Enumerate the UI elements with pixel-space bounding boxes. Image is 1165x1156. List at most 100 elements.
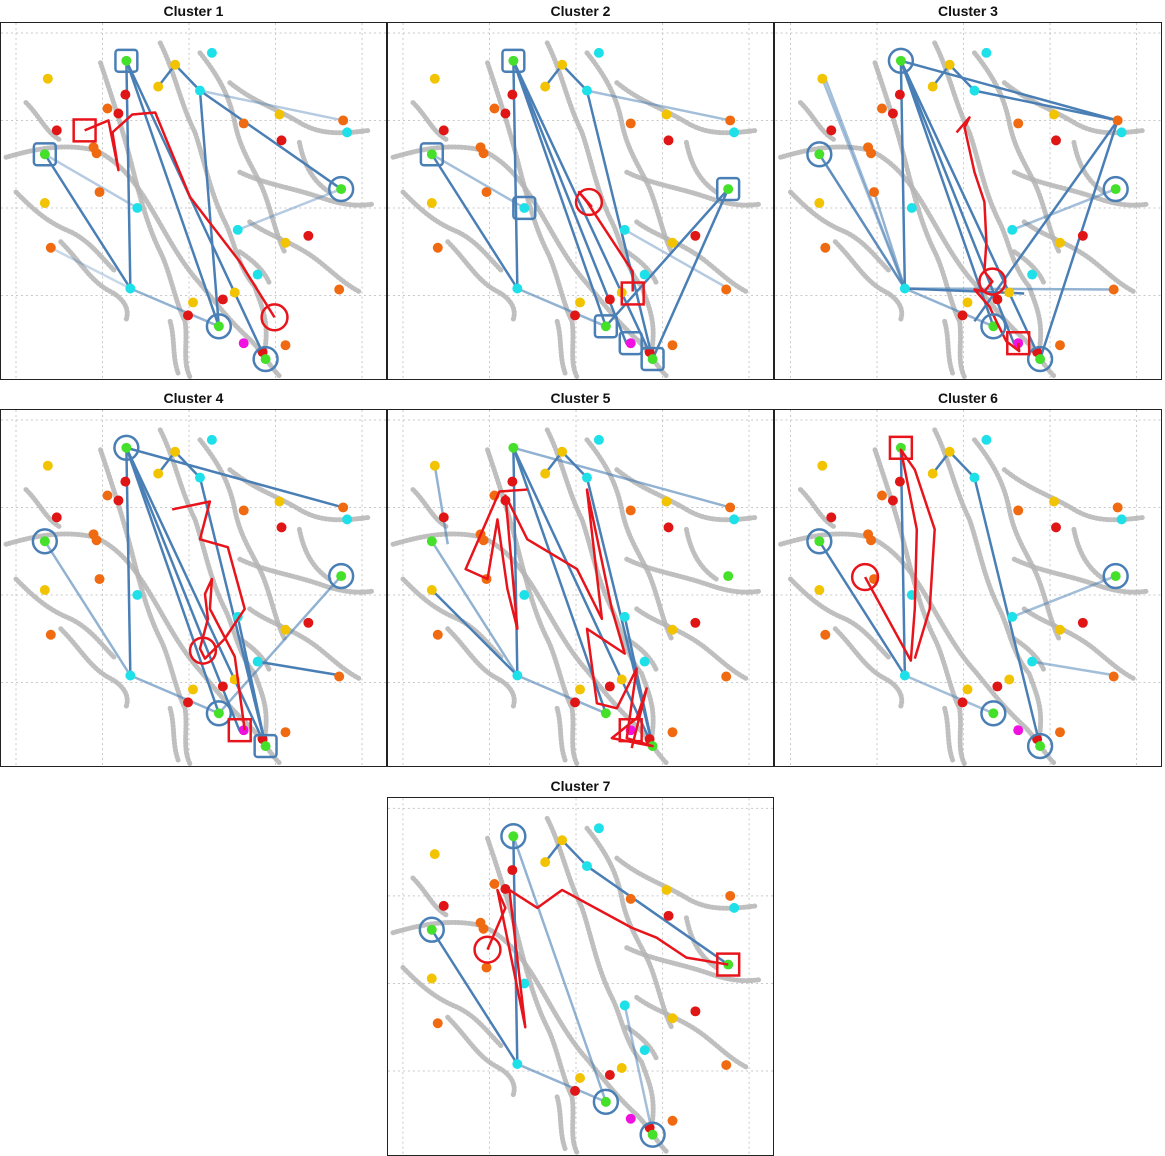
- station-node: [575, 1072, 585, 1083]
- river: [634, 219, 749, 294]
- river: [797, 100, 838, 143]
- station-node: [206, 434, 217, 445]
- flow-line: [430, 153, 519, 290]
- cluster-panel-5: Cluster 5: [387, 387, 774, 767]
- river: [157, 427, 269, 741]
- station-node: [1013, 725, 1024, 736]
- cluster-panel-4: Cluster 4: [0, 387, 387, 767]
- station-node: [600, 1096, 611, 1107]
- station-node: [1108, 284, 1119, 295]
- ring-marker: [639, 1121, 666, 1148]
- river: [445, 239, 517, 324]
- river: [98, 60, 193, 379]
- station-node: [153, 81, 164, 92]
- station-node: [51, 125, 62, 136]
- station-node: [1110, 184, 1121, 195]
- square-marker: [114, 48, 139, 73]
- station-node: [723, 184, 734, 195]
- station-node: [981, 47, 992, 58]
- station-node: [1049, 496, 1059, 507]
- station-node: [338, 115, 349, 126]
- station-node: [51, 512, 62, 523]
- station-node: [600, 321, 611, 332]
- river: [584, 825, 675, 1030]
- station-node: [887, 495, 898, 506]
- station-node: [729, 514, 740, 525]
- river: [788, 189, 893, 275]
- flow-lines: [818, 59, 1119, 360]
- river: [167, 705, 181, 763]
- flow-lines: [430, 446, 731, 747]
- station-node: [336, 184, 347, 195]
- ring-marker: [327, 562, 355, 590]
- station-node: [481, 187, 492, 198]
- station-node: [1004, 674, 1015, 685]
- station-node: [725, 502, 736, 513]
- station-node: [507, 89, 518, 100]
- station-node: [1055, 237, 1065, 248]
- station-node: [725, 890, 736, 901]
- station-node: [429, 460, 440, 471]
- station-node: [725, 115, 736, 126]
- station-node: [570, 1085, 581, 1096]
- station-node: [866, 148, 877, 159]
- river: [485, 60, 580, 379]
- station-node: [438, 512, 449, 523]
- station-node: [604, 681, 615, 692]
- river: [237, 556, 377, 595]
- map-frame: [774, 22, 1162, 380]
- station-node: [426, 973, 437, 984]
- station-node: [625, 118, 636, 129]
- cluster-panel-3: Cluster 3: [774, 0, 1162, 380]
- river: [584, 50, 674, 255]
- flow-line: [512, 60, 608, 327]
- river: [58, 239, 130, 324]
- stations: [39, 47, 353, 365]
- river: [13, 576, 118, 662]
- station-node: [1013, 118, 1024, 129]
- station-node: [894, 89, 905, 100]
- station-node: [512, 670, 523, 681]
- square-marker: [32, 142, 58, 167]
- panel-title: Cluster 4: [163, 390, 224, 406]
- station-node: [667, 1013, 678, 1024]
- station-node: [342, 127, 353, 138]
- river: [554, 318, 568, 376]
- ring-marker: [980, 700, 1007, 727]
- river: [410, 875, 451, 919]
- cluster-panel-6: Cluster 6: [774, 387, 1162, 767]
- river-network: [390, 40, 764, 379]
- station-node: [814, 149, 825, 160]
- station-node: [508, 442, 519, 453]
- station-node: [557, 59, 568, 70]
- ring-marker: [1026, 732, 1054, 760]
- river: [544, 815, 656, 1130]
- red-circle-marker: [850, 562, 880, 592]
- river: [98, 447, 193, 766]
- station-node: [125, 670, 136, 681]
- flow-line: [431, 153, 525, 210]
- flow-line: [1031, 660, 1116, 677]
- station-node: [625, 893, 636, 904]
- station-node: [194, 472, 205, 483]
- station-node: [188, 297, 198, 308]
- station-node: [814, 198, 825, 208]
- station-node: [39, 149, 50, 160]
- flow-line: [126, 446, 344, 509]
- ring-marker: [113, 434, 140, 461]
- ring-marker: [806, 141, 833, 168]
- station-node: [927, 81, 938, 92]
- station-node: [507, 865, 518, 876]
- station-node: [814, 536, 825, 547]
- station-node: [194, 85, 205, 96]
- station-node: [280, 727, 291, 738]
- station-node: [1035, 354, 1046, 365]
- river: [683, 139, 719, 195]
- river: [3, 144, 283, 379]
- square-marker: [640, 346, 665, 372]
- station-node: [604, 1070, 615, 1080]
- station-node: [170, 446, 181, 457]
- station-node: [238, 118, 249, 129]
- cluster-panel-2: Cluster 2: [387, 0, 774, 380]
- river: [1001, 467, 1146, 523]
